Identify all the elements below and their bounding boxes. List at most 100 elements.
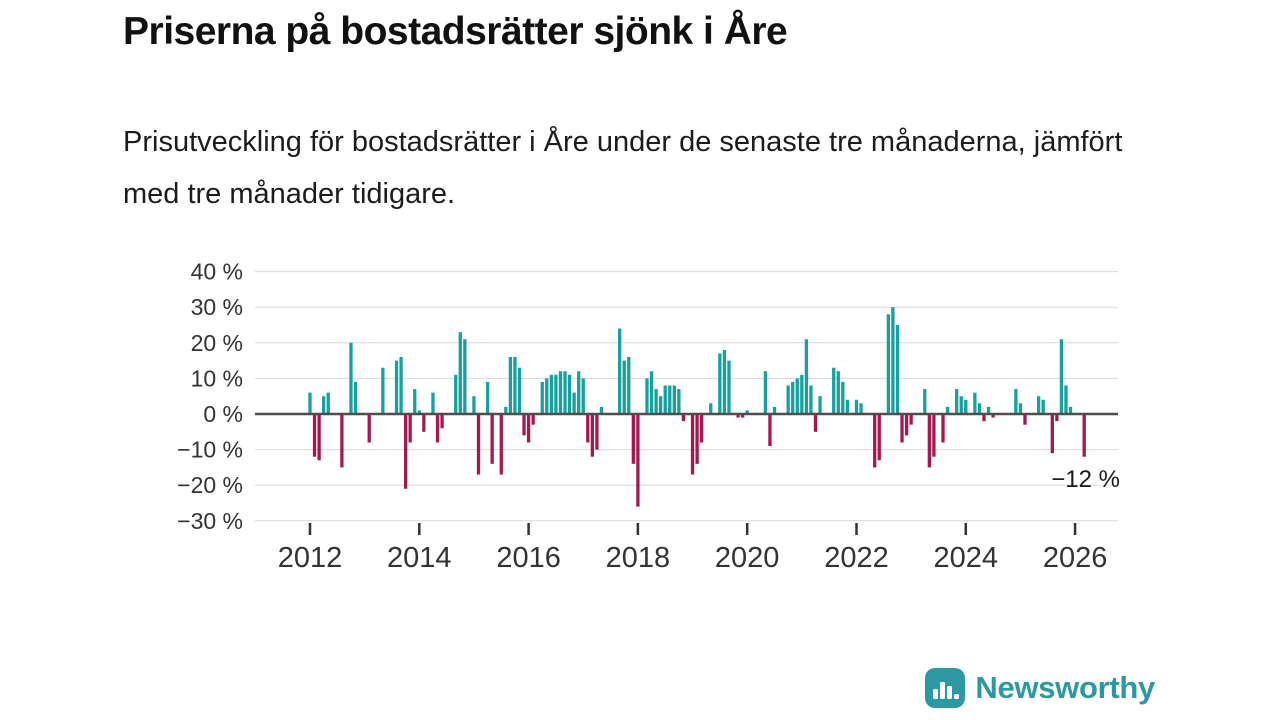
- y-axis-tick-label: −20 %: [177, 472, 243, 498]
- bar: [618, 328, 622, 414]
- bar: [435, 414, 440, 443]
- bar: [636, 414, 640, 507]
- bar: [1059, 339, 1064, 414]
- bar: [1023, 414, 1027, 425]
- bar: [431, 392, 435, 414]
- bar: [353, 381, 358, 414]
- bar: [809, 385, 813, 414]
- y-axis-tick-label: 0 %: [203, 401, 243, 427]
- bar: [854, 399, 859, 414]
- bar: [422, 414, 426, 432]
- bar: [590, 414, 594, 457]
- page-title: Priserna på bostadsrätter sjönk i Åre: [123, 10, 788, 53]
- bar: [581, 378, 585, 414]
- bar: [485, 381, 490, 414]
- bar: [927, 414, 931, 468]
- bar: [490, 414, 494, 464]
- bar: [695, 414, 699, 464]
- y-axis-tick-label: 20 %: [191, 330, 243, 356]
- bar: [736, 414, 740, 418]
- bar: [904, 414, 909, 436]
- bar: [322, 396, 326, 414]
- bar: [1055, 414, 1059, 422]
- bar: [836, 371, 840, 414]
- bar: [813, 414, 818, 432]
- x-axis-tick-label: 2020: [715, 542, 780, 574]
- bar: [973, 392, 977, 414]
- bar: [622, 360, 626, 414]
- bar: [567, 374, 572, 414]
- bar: [945, 406, 950, 414]
- bar: [977, 403, 982, 414]
- y-axis-tick-label: 40 %: [191, 259, 243, 285]
- bar: [476, 414, 481, 475]
- bar: [631, 414, 635, 464]
- chart-subtitle: Prisutveckling för bostadsrätter i Åre u…: [123, 126, 1123, 211]
- bar: [791, 381, 795, 414]
- bar: [690, 414, 695, 475]
- bar: [513, 357, 517, 414]
- bar: [463, 339, 467, 414]
- bar: [832, 367, 836, 414]
- bar: [554, 374, 558, 414]
- bar: [877, 414, 881, 461]
- bar: [413, 389, 417, 414]
- bar: [668, 385, 672, 414]
- bar: [873, 414, 877, 468]
- bar: [804, 339, 809, 414]
- bar: [699, 414, 704, 443]
- bar: [895, 325, 900, 414]
- bar: [317, 414, 321, 461]
- bar: [645, 378, 649, 414]
- bar: [522, 414, 526, 436]
- y-axis-tick-label: −10 %: [177, 437, 243, 463]
- bar: [991, 414, 995, 418]
- y-axis-tick-label: −30 %: [177, 508, 243, 534]
- bar: [795, 378, 799, 414]
- bar: [1068, 406, 1073, 414]
- bar: [909, 414, 913, 425]
- bar: [572, 392, 576, 414]
- bar: [955, 389, 959, 414]
- last-value-annotation: −12 %: [1051, 466, 1120, 493]
- bar: [900, 414, 904, 443]
- x-axis-tick-label: 2012: [278, 542, 343, 574]
- x-axis-tick-label: 2014: [387, 542, 452, 574]
- bar: [472, 396, 476, 414]
- bar: [526, 414, 531, 443]
- bar: [681, 414, 686, 422]
- bar: [964, 399, 968, 414]
- bar: [499, 414, 503, 475]
- y-axis-tick-label: 30 %: [191, 294, 243, 320]
- bar: [540, 381, 544, 414]
- x-axis-tick-label: 2024: [934, 542, 999, 574]
- logo-bar-tall: [940, 682, 946, 699]
- bar: [454, 374, 458, 414]
- newsworthy-logo: Newsworthy: [925, 668, 1155, 708]
- bar: [727, 360, 731, 414]
- bar: [595, 414, 599, 450]
- bar: [841, 381, 845, 414]
- bar: [367, 414, 371, 443]
- bar: [800, 374, 804, 414]
- logo-bar-short: [933, 689, 939, 699]
- bar: [563, 371, 567, 414]
- bar: [517, 367, 522, 414]
- logo-dot: [954, 694, 960, 699]
- bar: [891, 307, 895, 414]
- bar: [394, 360, 399, 414]
- bar: [381, 367, 385, 414]
- newsworthy-logo-icon: [925, 668, 966, 708]
- bar: [745, 410, 749, 414]
- newsworthy-wordmark: Newsworthy: [975, 670, 1155, 705]
- bar: [599, 406, 604, 414]
- bar: [941, 414, 945, 443]
- bar: [349, 342, 353, 414]
- bar: [845, 399, 850, 414]
- bar: [1041, 399, 1045, 414]
- bar: [504, 406, 508, 414]
- bar: [768, 414, 772, 447]
- bar: [1018, 403, 1023, 414]
- bar: [1014, 389, 1018, 414]
- bar: [654, 389, 658, 414]
